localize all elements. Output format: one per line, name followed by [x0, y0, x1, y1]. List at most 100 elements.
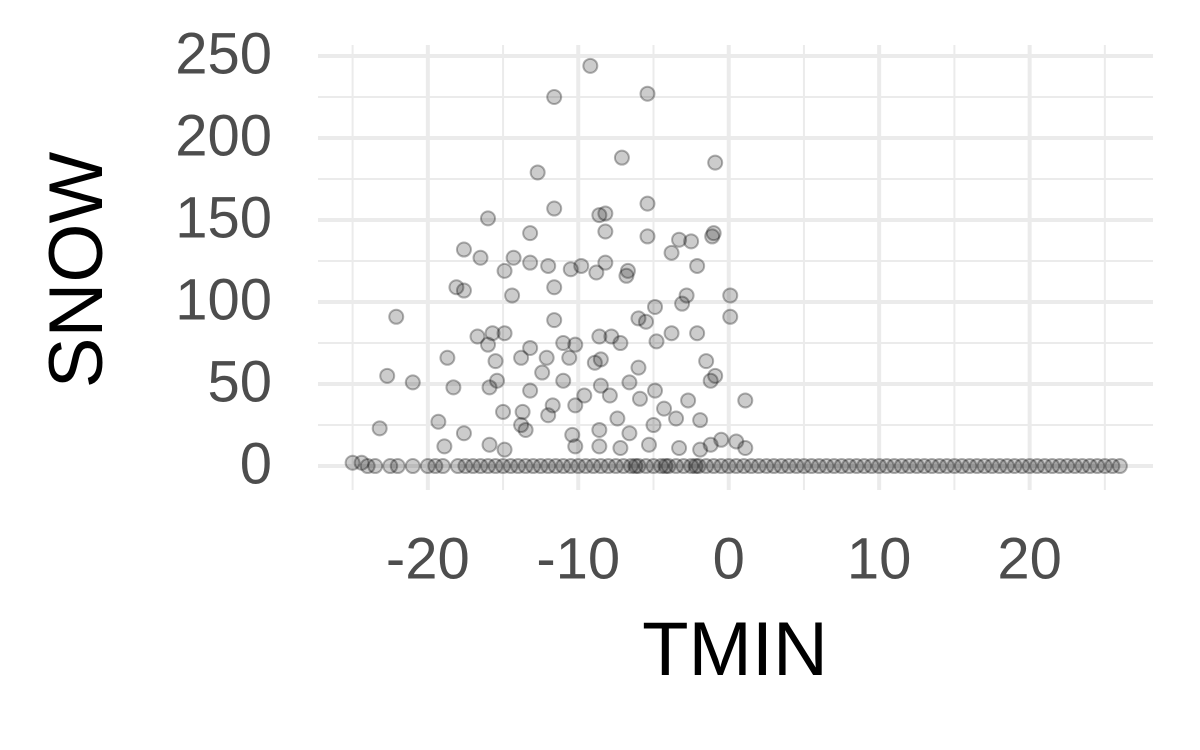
- point: [780, 458, 797, 475]
- point: [1029, 458, 1046, 475]
- point: [818, 458, 835, 475]
- point: [430, 413, 447, 430]
- point: [619, 262, 636, 279]
- point: [449, 458, 466, 475]
- point: [615, 458, 632, 475]
- point: [675, 458, 692, 475]
- point: [618, 267, 635, 284]
- point: [648, 333, 665, 350]
- point: [540, 458, 557, 475]
- point: [622, 458, 639, 475]
- point: [505, 249, 522, 266]
- point: [773, 458, 790, 475]
- y-tick-label: 50: [207, 349, 272, 414]
- point: [765, 458, 782, 475]
- point: [455, 241, 472, 258]
- point: [567, 336, 584, 353]
- point: [480, 336, 497, 353]
- point: [621, 425, 638, 442]
- point: [668, 410, 685, 427]
- points: [344, 57, 1128, 475]
- point: [495, 458, 512, 475]
- y-axis-title: SNOW: [34, 152, 119, 389]
- point: [612, 440, 629, 457]
- point: [705, 225, 722, 242]
- point: [1006, 458, 1023, 475]
- point: [601, 387, 618, 404]
- point: [788, 458, 805, 475]
- point: [639, 85, 656, 102]
- point: [472, 458, 489, 475]
- point: [690, 458, 707, 475]
- point: [379, 367, 396, 384]
- point: [637, 313, 654, 330]
- point: [728, 458, 745, 475]
- point: [630, 310, 647, 327]
- point: [382, 458, 399, 475]
- point: [591, 438, 608, 455]
- point: [597, 223, 614, 240]
- point: [737, 392, 754, 409]
- point: [600, 458, 617, 475]
- point: [567, 397, 584, 414]
- point: [480, 458, 497, 475]
- point: [457, 458, 474, 475]
- point: [546, 279, 563, 296]
- point: [359, 458, 376, 475]
- point: [737, 440, 754, 457]
- point: [561, 349, 578, 366]
- point: [540, 407, 557, 424]
- point: [713, 431, 730, 448]
- x-tick-label: 0: [713, 526, 745, 591]
- point: [517, 421, 534, 438]
- point: [639, 228, 656, 245]
- point: [455, 282, 472, 299]
- point: [404, 458, 421, 475]
- point: [856, 458, 873, 475]
- point: [841, 458, 858, 475]
- point: [683, 458, 700, 475]
- point: [657, 458, 674, 475]
- x-tick-label: 20: [997, 526, 1062, 591]
- point: [353, 454, 370, 471]
- point: [591, 207, 608, 224]
- x-axis-title: TMIN: [642, 607, 828, 692]
- point: [621, 374, 638, 391]
- point: [534, 364, 551, 381]
- y-tick-label: 200: [175, 103, 272, 168]
- point: [547, 458, 564, 475]
- point: [653, 458, 670, 475]
- point: [419, 458, 436, 475]
- point: [540, 257, 557, 274]
- point: [555, 335, 572, 352]
- point: [480, 210, 497, 227]
- point: [702, 372, 719, 389]
- point: [660, 458, 677, 475]
- point: [795, 458, 812, 475]
- point: [513, 417, 530, 434]
- point: [1021, 458, 1038, 475]
- point: [674, 295, 691, 312]
- point: [513, 349, 530, 366]
- point: [439, 349, 456, 366]
- point: [1051, 458, 1068, 475]
- point: [502, 458, 519, 475]
- point: [567, 438, 584, 455]
- point: [562, 458, 579, 475]
- point: [639, 195, 656, 212]
- x-tick-label: -10: [536, 526, 620, 591]
- point: [678, 287, 695, 304]
- point: [570, 458, 587, 475]
- point: [647, 298, 664, 315]
- point: [436, 438, 453, 455]
- point: [1074, 458, 1091, 475]
- point: [645, 417, 662, 434]
- point: [489, 372, 506, 389]
- point: [555, 458, 572, 475]
- point: [663, 244, 680, 261]
- point: [555, 372, 572, 389]
- point: [592, 351, 609, 368]
- point: [577, 458, 594, 475]
- point: [427, 458, 444, 475]
